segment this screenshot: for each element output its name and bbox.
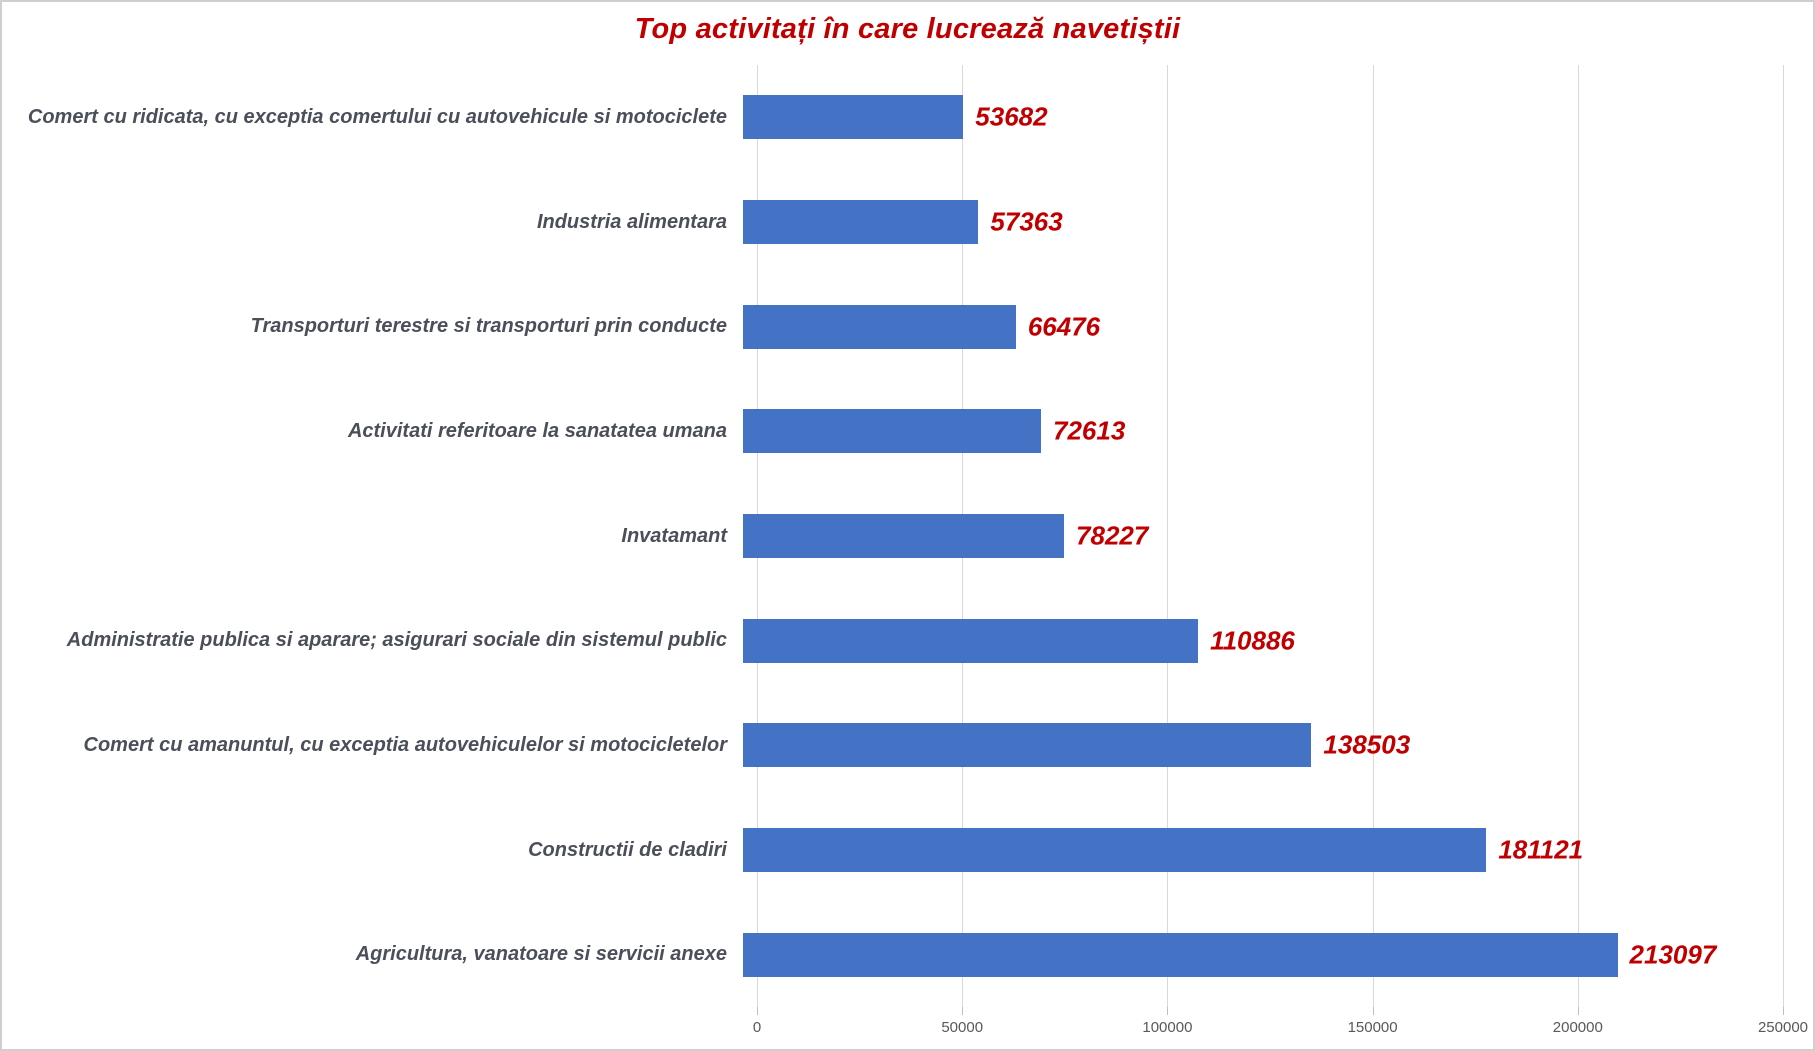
bar bbox=[743, 828, 1487, 873]
bar bbox=[743, 514, 1065, 559]
bar-track: 138503 bbox=[743, 693, 1769, 798]
bar-row: Agricultura, vanatoare si servicii anexe… bbox=[2, 902, 1813, 1007]
axis-tick bbox=[962, 1007, 964, 1015]
value-label: 53682 bbox=[975, 101, 1048, 132]
bar-row: Administratie publica si aparare; asigur… bbox=[2, 588, 1813, 693]
value-label: 181121 bbox=[1498, 834, 1584, 865]
value-label: 213097 bbox=[1629, 939, 1717, 970]
axis-tick-label: 150000 bbox=[1347, 1019, 1398, 1036]
bar-track: 78227 bbox=[743, 484, 1769, 589]
bar-track: 53682 bbox=[743, 65, 1769, 170]
bar bbox=[743, 618, 1199, 663]
chart-title: Top activitați în care lucrează navetișt… bbox=[634, 13, 1181, 45]
bar bbox=[743, 200, 979, 244]
bar bbox=[743, 409, 1041, 454]
bar-row: Transporturi terestre si transporturi pr… bbox=[2, 274, 1813, 379]
bar-track: 110886 bbox=[743, 588, 1769, 693]
gridline bbox=[1783, 65, 1784, 1007]
axis-tick-label: 250000 bbox=[1757, 1019, 1809, 1036]
gridline bbox=[1372, 65, 1374, 1007]
bar bbox=[743, 723, 1312, 768]
axis-tick bbox=[757, 1007, 758, 1015]
category-label: Activitati referitoare la sanatatea uman… bbox=[347, 419, 727, 442]
bar-row: Industria alimentara 57363 bbox=[2, 170, 1813, 275]
gridline bbox=[1167, 65, 1169, 1007]
bar bbox=[743, 932, 1618, 977]
category-label: Comert cu amanuntul, cu exceptia autoveh… bbox=[83, 733, 728, 756]
category-label: Industria alimentara bbox=[536, 210, 727, 233]
value-label: 72613 bbox=[1053, 415, 1126, 446]
x-axis-ticks bbox=[757, 1007, 1784, 1015]
axis-tick bbox=[1577, 1007, 1579, 1015]
bars-layer: Comert cu ridicata, cu exceptia comertul… bbox=[2, 65, 1813, 1007]
value-label: 66476 bbox=[1027, 311, 1101, 342]
x-axis-tick-labels: 0 50000 100000 150000 200000 250000 bbox=[753, 1019, 1808, 1039]
bar bbox=[743, 304, 1016, 349]
axis-tick bbox=[1783, 1007, 1784, 1015]
category-label: Agricultura, vanatoare si servicii anexe bbox=[355, 943, 727, 966]
bar-track: 181121 bbox=[743, 798, 1769, 903]
bar-row: Comert cu amanuntul, cu exceptia autoveh… bbox=[2, 693, 1813, 798]
category-label: Constructii de cladiri bbox=[528, 838, 727, 861]
bar-row: Comert cu ridicata, cu exceptia comertul… bbox=[2, 65, 1813, 170]
bar-row: Invatamant 78227 bbox=[2, 484, 1813, 589]
bar-row: Constructii de cladiri 181121 bbox=[2, 798, 1813, 903]
axis-tick-label: 0 bbox=[752, 1019, 762, 1036]
bar-row: Activitati referitoare la sanatatea uman… bbox=[2, 379, 1813, 484]
value-label: 138503 bbox=[1323, 729, 1411, 760]
value-label: 110886 bbox=[1210, 625, 1295, 656]
axis-tick-label: 50000 bbox=[941, 1019, 984, 1036]
category-label: Comert cu ridicata, cu exceptia comertul… bbox=[27, 105, 727, 128]
axis-tick-label: 100000 bbox=[1142, 1019, 1193, 1036]
category-label: Transporturi terestre si transporturi pr… bbox=[250, 315, 727, 338]
category-label: Invatamant bbox=[621, 524, 727, 547]
axis-tick-label: 200000 bbox=[1552, 1019, 1603, 1036]
bar-track: 66476 bbox=[743, 274, 1769, 379]
axis-tick bbox=[1167, 1007, 1169, 1015]
axis-tick bbox=[1372, 1007, 1374, 1015]
bar-track: 213097 bbox=[743, 902, 1769, 1007]
gridline bbox=[1577, 65, 1579, 1007]
value-label: 57363 bbox=[990, 206, 1063, 237]
value-label: 78227 bbox=[1076, 520, 1149, 551]
bar bbox=[743, 95, 964, 140]
category-label: Administratie publica si aparare; asigur… bbox=[66, 629, 727, 652]
bar-track: 72613 bbox=[743, 379, 1769, 484]
bar-track: 57363 bbox=[743, 170, 1769, 275]
